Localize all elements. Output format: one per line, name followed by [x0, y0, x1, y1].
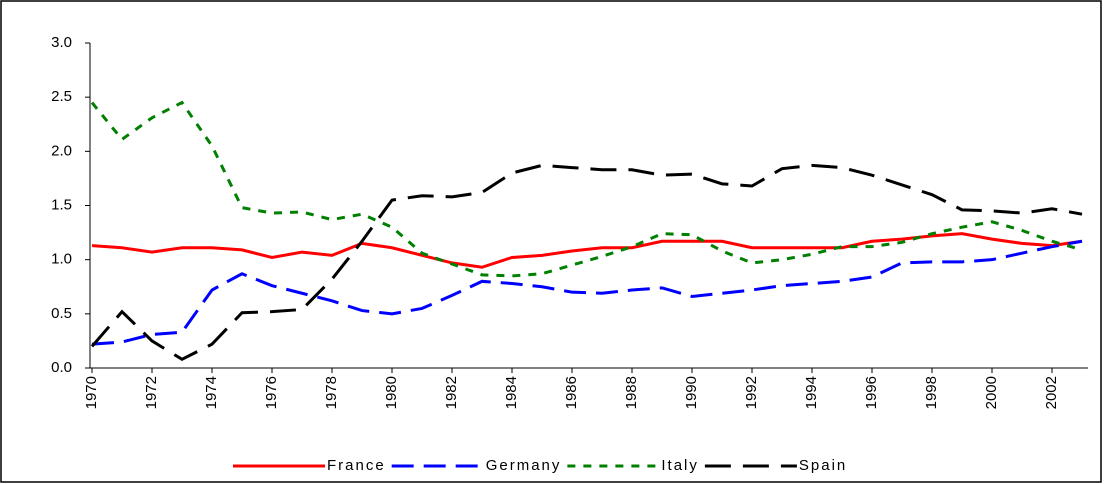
x-tick-label: 1974: [203, 376, 220, 409]
series-line: [91, 239, 1083, 346]
x-tick-label: 1990: [683, 376, 700, 409]
x-tick-label: 1998: [923, 376, 940, 409]
x-tick-label: 1986: [563, 376, 580, 409]
legend-text: France: [327, 457, 386, 474]
x-tick-label: 1980: [383, 376, 400, 409]
x-tick-label: 1970: [83, 376, 100, 409]
y-tick-label: 2.5: [51, 88, 72, 105]
x-tick-label: 1988: [623, 376, 640, 409]
x-tick-label: 1994: [803, 376, 820, 409]
x-tick-label: 1972: [143, 376, 160, 409]
y-tick-label: 3.0: [51, 34, 72, 51]
x-tick-label: 1992: [743, 376, 760, 409]
series-line: [90, 163, 1083, 362]
x-tick-label: 2002: [1043, 376, 1060, 409]
y-tick-label: 1.5: [51, 196, 72, 213]
x-tick-label: 1982: [443, 376, 460, 409]
legend-text: Germany: [486, 457, 562, 474]
y-tick-label: 1.0: [51, 251, 72, 268]
y-tick-label: 2.0: [51, 142, 72, 159]
x-tick-label: 1978: [323, 376, 340, 409]
y-tick-label: 0.5: [51, 305, 72, 322]
x-tick-label: 2000: [983, 376, 1000, 409]
legend-text: Spain: [799, 457, 847, 474]
y-tick-label: 0.0: [51, 359, 72, 376]
x-tick-label: 1984: [503, 376, 520, 409]
x-tick-label: 1976: [263, 376, 280, 409]
legend-text: Italy: [661, 457, 699, 474]
series-line: [90, 100, 1083, 278]
series-line: [91, 232, 1083, 269]
x-tick-label: 1996: [863, 376, 880, 409]
